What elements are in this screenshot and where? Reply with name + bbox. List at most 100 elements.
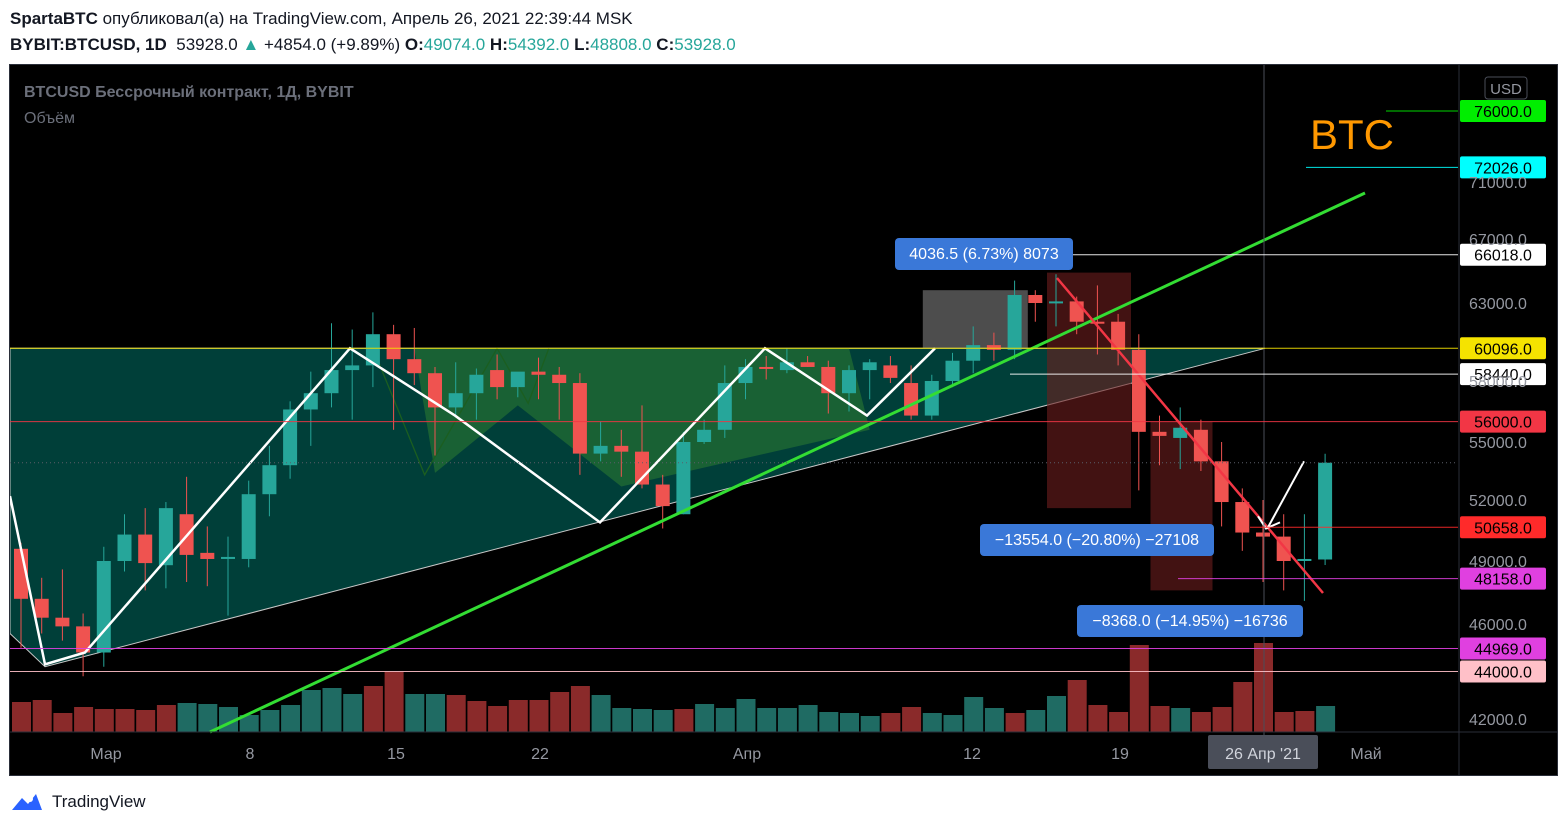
candle-body <box>862 362 877 371</box>
author-name[interactable]: SpartaBTC <box>10 9 98 28</box>
resistance-trendline <box>1056 277 1324 594</box>
candle-body <box>1297 558 1312 561</box>
price-level-badge[interactable] <box>1460 516 1546 539</box>
candle-body <box>96 561 111 653</box>
volume-bar <box>674 709 694 732</box>
x-tick-label: 15 <box>387 746 405 763</box>
candle-body <box>1235 502 1250 533</box>
volume-bar <box>1191 712 1211 732</box>
candle-body <box>655 484 670 507</box>
zigzag-line <box>8 346 936 666</box>
candle-body <box>697 429 712 442</box>
volume-bar <box>570 686 590 732</box>
volume-bar <box>1005 713 1025 732</box>
price-level-badge[interactable] <box>1460 637 1546 660</box>
x-tick-label: 8 <box>246 746 255 763</box>
volume-bar <box>32 700 52 732</box>
volume-bar <box>53 713 73 732</box>
candle-body <box>158 508 173 566</box>
volume-bar <box>198 704 218 732</box>
candle-body <box>966 345 981 361</box>
currency-badge[interactable] <box>1484 76 1528 100</box>
volume-bar <box>840 713 859 732</box>
x-tick-label: 12 <box>963 746 981 763</box>
volume-bar <box>136 710 156 732</box>
volume-bar <box>736 699 756 732</box>
volume-bar <box>301 690 321 732</box>
y-tick-label: 52000.0 <box>1469 493 1527 510</box>
candle-body <box>945 360 960 381</box>
candle-body <box>614 445 629 452</box>
volume-bar <box>860 716 880 732</box>
price-level-label: 56000.0 <box>1474 415 1532 432</box>
x-tick-label: Май <box>1350 746 1381 763</box>
volume-bar <box>322 688 342 732</box>
candle-body <box>469 374 484 394</box>
price-level-badge[interactable] <box>1460 410 1546 433</box>
high-label: H: <box>489 35 508 54</box>
volume-bar <box>239 715 259 732</box>
price-level-badge[interactable] <box>1460 243 1546 266</box>
volume-bar <box>715 708 735 732</box>
candle-body <box>283 409 298 466</box>
candle-body <box>800 362 815 367</box>
volume-bar <box>1067 680 1087 732</box>
volume-bar <box>1150 706 1170 732</box>
chart-frame[interactable]: 76000.0 72026.0 66018.0 60096.0 58440.0 56000… <box>8 64 1558 776</box>
price-level-badge[interactable] <box>1460 100 1546 122</box>
candle-body <box>1318 462 1333 560</box>
volume-bar <box>426 694 445 732</box>
price-level-label: 50658.0 <box>1474 520 1532 537</box>
volume-bar <box>1109 712 1129 732</box>
price-level-badge[interactable] <box>1460 337 1546 360</box>
volume-bar <box>1129 645 1149 732</box>
low-label: L: <box>574 35 591 54</box>
x-tick-label: Мар <box>90 746 121 763</box>
volume-bar <box>281 705 301 732</box>
volume-bar <box>94 709 114 732</box>
up-arrow-icon: ▲ <box>242 35 260 54</box>
volume-bar <box>881 713 901 732</box>
volume-bar <box>922 713 942 732</box>
volume-bar <box>984 708 1004 732</box>
volume-bar <box>943 715 963 732</box>
candle-body <box>241 494 256 559</box>
low-value: 48808.0 <box>590 35 652 54</box>
candle-body <box>924 381 939 416</box>
y-tick-label: 67000.0 <box>1469 232 1527 249</box>
measure-label-box <box>1077 605 1303 637</box>
candle-body <box>572 383 587 454</box>
footer-brand[interactable]: TradingView <box>52 792 146 811</box>
projection-arrow <box>1267 460 1305 528</box>
price-level-badge[interactable] <box>1460 660 1546 683</box>
x-tick-label: 19 <box>1111 746 1129 763</box>
currency-label: USD <box>1490 81 1522 98</box>
volume-bar <box>550 692 570 732</box>
candle-body <box>34 598 49 618</box>
volume-bar <box>115 709 135 732</box>
candle-body <box>448 393 463 408</box>
candle-body <box>138 534 153 564</box>
price-level-badge[interactable] <box>1460 363 1546 386</box>
open-value: 49074.0 <box>423 35 486 54</box>
volume-bar <box>1274 712 1294 732</box>
price-level-label: 44000.0 <box>1474 665 1532 682</box>
candle-body <box>428 373 442 408</box>
candle-body <box>779 362 794 371</box>
candle-body <box>1131 349 1146 432</box>
volume-bar <box>902 707 922 732</box>
y-tick-label: 63000.0 <box>1469 296 1527 313</box>
candle-body <box>759 366 774 369</box>
volume-bar <box>405 694 425 732</box>
price-chart[interactable]: 76000.0 72026.0 66018.0 60096.0 58440.0 56000… <box>8 65 1557 775</box>
candle-body <box>552 374 567 384</box>
price-level-label: 58440.0 <box>1474 367 1532 384</box>
high-value: 54392.0 <box>507 35 570 54</box>
price-level-badge[interactable] <box>1460 567 1546 590</box>
change-value: +4854.0 (+9.89%) <box>264 35 401 54</box>
publish-header: SpartaBTC опубликовал(а) на TradingView.… <box>10 9 633 29</box>
candle-body <box>1069 301 1084 322</box>
volume-bar <box>964 697 984 732</box>
volume-bar <box>1026 710 1046 732</box>
price-level-badge[interactable] <box>1460 156 1546 179</box>
